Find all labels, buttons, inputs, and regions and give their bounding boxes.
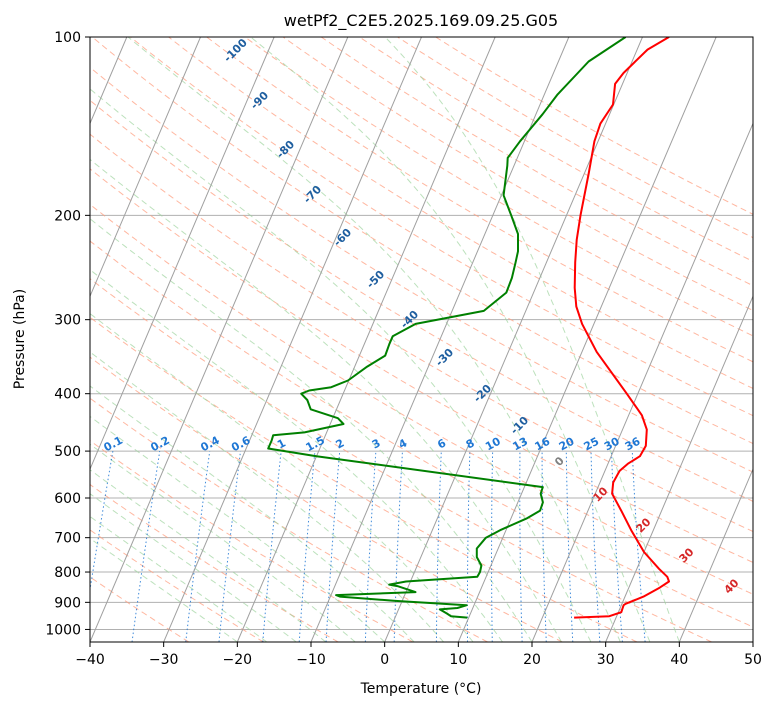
chart-title: wetPf2_C2E5.2025.169.09.25.G05 — [284, 11, 558, 31]
moist-adiabat — [90, 351, 444, 642]
isotherm-line — [163, 37, 422, 642]
dry-adiabat — [91, 37, 753, 445]
dry-adiabat — [90, 529, 264, 642]
isotherm-line — [605, 295, 753, 642]
moist-adiabat — [90, 443, 356, 642]
moist-adiabat — [90, 493, 297, 642]
isotherm-line — [90, 37, 349, 642]
y-tick-label: 500 — [54, 444, 81, 460]
dry-adiabat — [244, 37, 753, 337]
moist-adiabat — [90, 218, 533, 642]
isotherm-line — [457, 37, 717, 642]
dry-adiabat — [90, 133, 753, 533]
dry-adiabat — [168, 37, 753, 389]
moist-adiabat — [90, 313, 474, 642]
x-tick-label: 30 — [597, 652, 615, 668]
mixing-ratio-line — [631, 451, 646, 642]
isotherm-line — [310, 37, 570, 642]
mixing-ratio-label: 10 — [483, 435, 503, 454]
dry-adiabat — [90, 99, 753, 502]
isotherm-line — [90, 37, 201, 298]
moist-adiabat — [90, 415, 386, 642]
dry-adiabat — [90, 316, 638, 642]
mixing-ratio-line — [218, 451, 241, 642]
dry-adiabat — [90, 278, 712, 642]
isotherm-line — [752, 640, 753, 642]
dry-adiabat — [90, 203, 753, 595]
moist-adiabat — [90, 269, 503, 642]
y-tick-label: 700 — [54, 531, 81, 547]
x-tick-label: 20 — [523, 652, 541, 668]
series-line-0 — [573, 37, 670, 619]
dry-adiabat — [90, 483, 339, 642]
x-tick-label: 10 — [449, 652, 467, 668]
isotherm-line — [236, 37, 496, 642]
y-tick-label: 100 — [54, 30, 81, 46]
dry-adiabat — [282, 37, 753, 312]
mixing-ratio-line — [185, 451, 211, 642]
x-axis-label: Temperature (°C) — [360, 681, 482, 697]
y-tick-label: 800 — [54, 565, 81, 581]
mixing-ratio-label: 36 — [623, 435, 643, 454]
isotherm-line — [531, 122, 753, 642]
y-axis-label: Pressure (hPa) — [12, 289, 28, 389]
dry-adiabat — [130, 37, 753, 417]
x-tick-label: 40 — [670, 652, 688, 668]
y-tick-label: 600 — [54, 491, 81, 507]
isotherm-line — [384, 37, 643, 642]
moist-adiabat — [90, 469, 327, 642]
moist-adiabat — [90, 158, 562, 642]
plot-frame — [89, 36, 754, 643]
x-tick-label: −30 — [149, 652, 179, 668]
series-line-1 — [267, 37, 627, 619]
dry-adiabat — [90, 356, 563, 642]
x-tick-label: 50 — [744, 652, 762, 668]
mixing-ratio-label: 25 — [582, 435, 602, 454]
y-tick-label: 900 — [54, 595, 81, 611]
y-tick-label: 400 — [54, 387, 81, 403]
x-tick-label: −10 — [296, 652, 326, 668]
mixing-ratio-label: 16 — [533, 435, 553, 454]
y-tick-label: 1000 — [45, 622, 81, 638]
x-tick-label: 0 — [380, 652, 389, 668]
mixing-ratio-label: 20 — [557, 435, 577, 454]
x-tick-label: −40 — [75, 652, 105, 668]
y-tick-label: 200 — [54, 208, 81, 224]
mixing-ratio-line — [262, 451, 282, 642]
moist-adiabat — [384, 37, 680, 642]
y-tick-label: 300 — [54, 313, 81, 329]
isotherm-line — [678, 467, 753, 642]
x-tick-label: −20 — [223, 652, 253, 668]
mixing-ratio-line — [298, 451, 316, 642]
isotherm-line — [90, 37, 275, 471]
plot-background — [90, 37, 753, 642]
dry-adiabat — [90, 240, 753, 628]
moist-adiabat — [127, 37, 621, 642]
mixing-ratio-label: 13 — [510, 435, 530, 454]
mixing-ratio-label: 30 — [602, 435, 622, 454]
